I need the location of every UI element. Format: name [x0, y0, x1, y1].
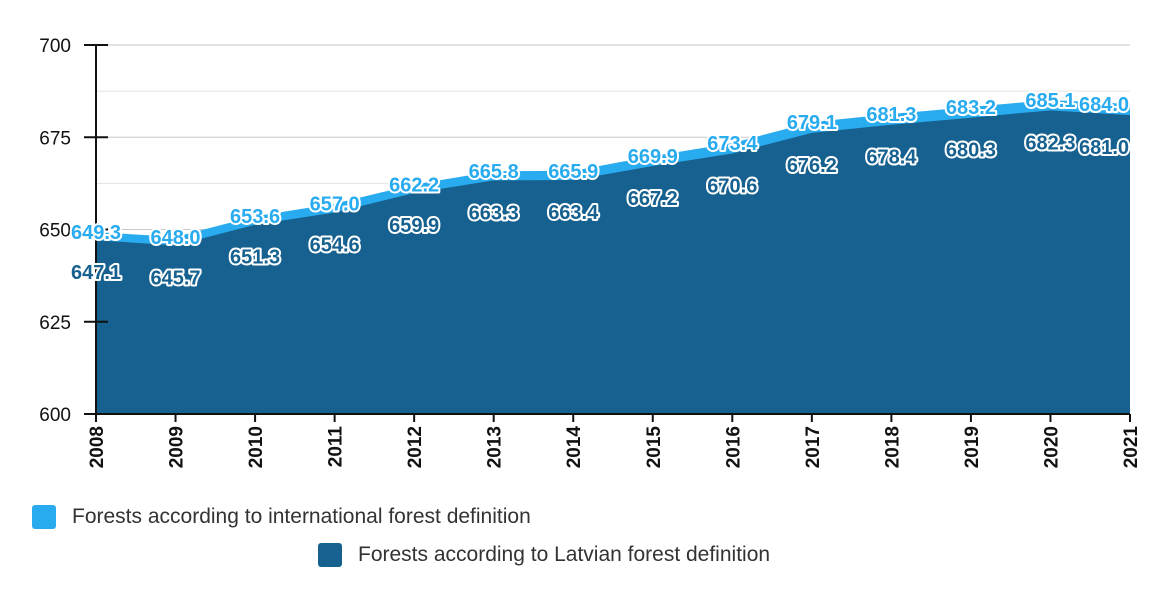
data-label-international: 662.2 [389, 174, 439, 196]
data-label-latvian: 647.1 [71, 262, 121, 284]
legend-label-international: Forests according to international fores… [72, 505, 531, 528]
y-tick-label: 675 [39, 128, 71, 149]
x-tick-label: 2012 [405, 426, 426, 468]
data-label-latvian: 678.4 [866, 147, 917, 169]
legend-swatch-latvian [318, 543, 342, 567]
data-label-latvian: 670.6 [707, 175, 757, 197]
x-tick-label: 2013 [485, 426, 506, 468]
data-label-international: 685.1 [1025, 90, 1075, 112]
data-labels: 649.3 648.0 653.6 657.0 662.2 665.8 665.9 669.9… [69, 88, 1131, 291]
data-label-international: 649.3 [71, 222, 121, 244]
series-areas [96, 99, 1130, 415]
data-label-international: 679.1 [787, 112, 837, 134]
data-label-international: 665.8 [469, 161, 519, 183]
x-tick-label: 2008 [87, 426, 108, 468]
data-label-international: 681.3 [866, 104, 916, 126]
x-tick-label: 2020 [1041, 426, 1062, 468]
y-tick-label: 625 [39, 313, 71, 334]
data-label-international: 673.4 [707, 133, 758, 155]
data-label-latvian: 654.6 [310, 235, 360, 257]
legend-swatch-international [32, 505, 56, 529]
data-label-latvian: 659.9 [389, 215, 439, 237]
data-label-international: 653.6 [230, 206, 280, 228]
data-label-latvian: 667.2 [628, 188, 678, 210]
x-tick-label: 2018 [882, 426, 903, 468]
data-label-latvian: 645.7 [151, 267, 201, 289]
x-tick-label: 2015 [644, 426, 665, 469]
legend-label-latvian: Forests according to Latvian forest defi… [358, 543, 771, 566]
axes: 600 625 650 675 700 2008 2009 2010 2011 2012 2013 2… [39, 36, 1142, 468]
data-label-latvian: 682.3 [1025, 132, 1075, 154]
series-area [96, 110, 1130, 415]
x-tick-label: 2017 [803, 426, 824, 468]
y-tick-label: 600 [39, 405, 71, 426]
x-tick-label: 2009 [167, 426, 188, 468]
data-label-latvian: 680.3 [946, 140, 996, 162]
x-tick-label: 2011 [326, 426, 347, 468]
data-label-latvian: 663.4 [548, 202, 599, 224]
legend-item-international[interactable]: Forests according to international fores… [32, 505, 531, 529]
data-label-international: 665.9 [548, 161, 598, 183]
data-label-latvian: 651.3 [230, 247, 280, 269]
data-label-latvian: 676.2 [787, 155, 837, 177]
data-label-international: 657.0 [310, 194, 360, 216]
data-label-international: 683.2 [946, 97, 996, 119]
data-label-international: 648.0 [151, 227, 201, 249]
data-label-international: 669.9 [628, 146, 678, 168]
x-tick-label: 2016 [723, 426, 744, 468]
data-label-latvian: 681.0 [1079, 137, 1129, 159]
data-label-international: 684.0 [1079, 94, 1129, 116]
x-tick-label: 2019 [962, 426, 983, 468]
data-label-latvian: 663.3 [469, 202, 519, 224]
x-tick-label: 2021 [1121, 426, 1142, 469]
x-tick-label: 2014 [564, 426, 585, 469]
y-tick-label: 700 [39, 36, 71, 57]
legend-item-latvian[interactable]: Forests according to Latvian forest defi… [318, 543, 770, 567]
y-tick-label: 650 [39, 221, 71, 242]
x-tick-label: 2010 [246, 426, 267, 468]
